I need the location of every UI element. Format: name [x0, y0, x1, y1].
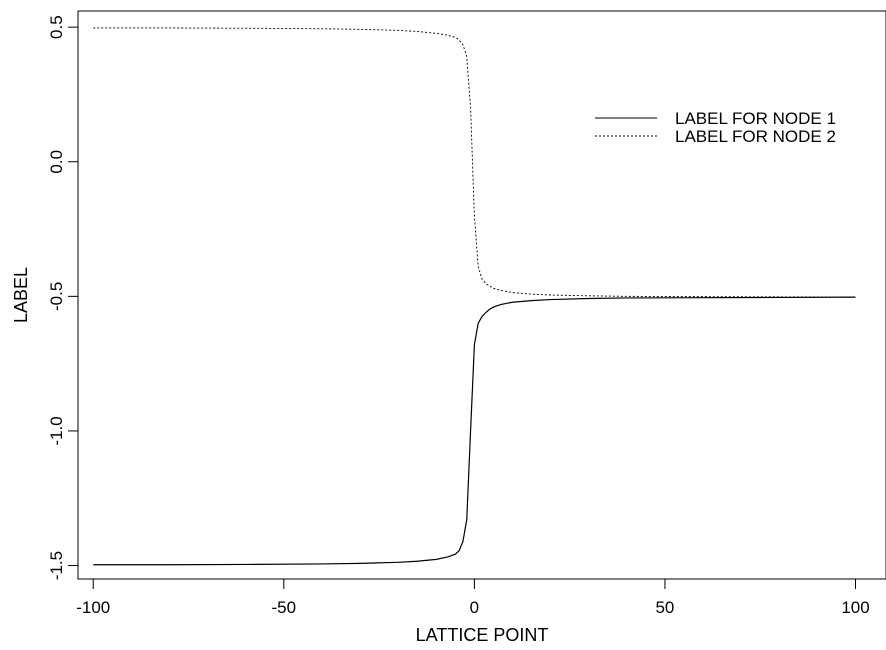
x-tick-label: 0 [470, 598, 479, 617]
y-axis-title: LABEL [11, 267, 31, 323]
y-tick-label: 0.0 [47, 150, 66, 174]
y-tick-label: -1.0 [47, 416, 66, 445]
series-line-node-2 [93, 28, 855, 297]
y-tick-label: 0.5 [47, 15, 66, 39]
x-tick-label: -50 [272, 598, 297, 617]
y-tick-label: -0.5 [47, 282, 66, 311]
x-tick-label: 100 [841, 598, 869, 617]
y-tick-label: -1.5 [47, 551, 66, 580]
x-tick-label: -100 [76, 598, 110, 617]
legend-label-node-1: LABEL FOR NODE 1 [675, 109, 836, 128]
legend-label-node-2: LABEL FOR NODE 2 [675, 127, 836, 146]
series-line-node-1 [93, 297, 855, 565]
x-axis: -100 -50 0 50 100 [76, 579, 869, 617]
x-axis-title: LATTICE POINT [416, 625, 549, 645]
legend: LABEL FOR NODE 1 LABEL FOR NODE 2 [595, 109, 836, 146]
x-tick-label: 50 [655, 598, 674, 617]
plot-frame [78, 11, 886, 579]
y-axis: -1.5 -1.0 -0.5 0.0 0.5 [47, 15, 78, 580]
